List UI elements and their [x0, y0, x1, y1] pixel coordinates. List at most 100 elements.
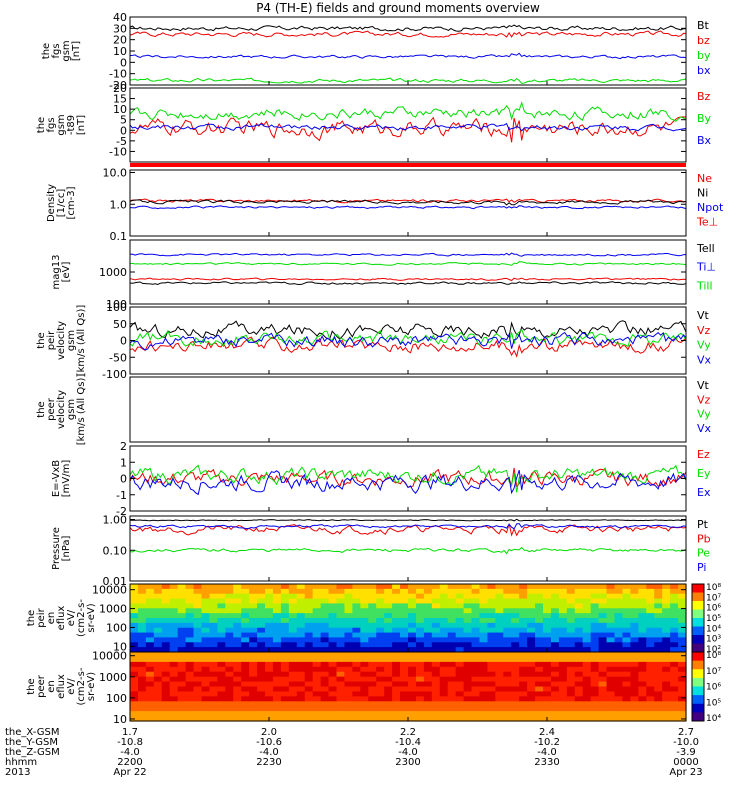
heatmap-cell: [344, 716, 353, 722]
heatmap-cell: [145, 711, 155, 717]
heatmap-cell: [392, 666, 401, 673]
y-tick-label: 1000: [99, 266, 127, 279]
heatmap-cell: [225, 627, 234, 634]
heatmap-cell: [193, 598, 203, 605]
heatmap-cell: [646, 584, 655, 590]
heatmap-cell: [543, 706, 552, 712]
heatmap-cell: [304, 701, 314, 707]
heatmap-cell: [344, 701, 353, 707]
heatmap-cell: [225, 706, 234, 712]
heatmap-cell: [487, 701, 496, 707]
heatmap-cell: [320, 696, 330, 702]
heatmap-cell: [225, 603, 234, 609]
heatmap-cell: [582, 666, 592, 673]
heatmap-cell: [304, 716, 314, 722]
heatmap-cell: [185, 711, 195, 717]
heatmap-cell: [479, 686, 489, 693]
heatmap-cell: [662, 691, 671, 697]
heatmap-cell: [336, 666, 346, 673]
series-by-line: [129, 77, 687, 84]
heatmap-cell: [423, 706, 433, 712]
heatmap-cell: [408, 593, 417, 600]
heatmap-cell: [471, 613, 481, 619]
heatmap-cell: [161, 632, 171, 639]
heatmap-cell: [257, 716, 266, 722]
heatmap-cell: [638, 686, 647, 693]
y-axis-label-line: (cm2-s-: [76, 599, 87, 637]
heatmap-cell: [503, 656, 512, 663]
heatmap-cell: [177, 608, 187, 614]
heatmap-cell: [574, 584, 584, 590]
heatmap-cell: [272, 627, 282, 634]
heatmap-cell: [249, 608, 258, 614]
heatmap-cell: [431, 652, 441, 658]
heatmap-cell: [574, 608, 584, 614]
heatmap-cell: [209, 613, 218, 619]
heatmap-cell: [193, 661, 203, 668]
heatmap-cell: [558, 642, 568, 648]
heatmap-cell: [423, 681, 433, 688]
colorbar-segment: [692, 592, 704, 602]
heatmap-cell: [161, 603, 171, 609]
heatmap-cell: [614, 661, 624, 668]
heatmap-cell: [511, 686, 520, 693]
heatmap-cell: [201, 637, 211, 643]
heatmap-cell: [670, 632, 679, 639]
heatmap-cell: [463, 622, 473, 629]
heatmap-cell: [130, 613, 139, 619]
heatmap-cell: [352, 666, 361, 673]
heatmap-cell: [606, 622, 616, 629]
heatmap-cell: [280, 622, 290, 629]
heatmap-cell: [257, 632, 266, 639]
heatmap-cell: [630, 608, 639, 614]
heatmap-cell: [598, 661, 608, 668]
heatmap-cell: [137, 593, 147, 600]
heatmap-cell: [543, 637, 552, 643]
heatmap-cell: [455, 598, 465, 605]
heatmap-cell: [233, 632, 242, 639]
heatmap-cell: [558, 598, 568, 605]
heatmap-cell: [487, 637, 496, 643]
heatmap-cell: [169, 701, 179, 707]
heatmap-cell: [574, 671, 584, 678]
y-axis-label-line: the: [26, 678, 37, 694]
heatmap-cell: [368, 613, 377, 619]
heatmap-cell: [384, 632, 393, 639]
heatmap-cell: [185, 613, 195, 619]
legend-Tell: Tell: [696, 242, 715, 255]
heatmap-cell: [447, 701, 457, 707]
heatmap-cell: [638, 613, 647, 619]
heatmap-cell: [415, 593, 425, 600]
heatmap-cell: [272, 701, 282, 707]
heatmap-cell: [130, 593, 139, 600]
heatmap-cell: [654, 632, 663, 639]
heatmap-cell: [336, 701, 346, 707]
heatmap-cell: [535, 676, 544, 683]
colorbar-segment: [692, 686, 704, 696]
heatmap-cell: [209, 618, 218, 624]
heatmap-cell: [431, 613, 441, 619]
colorbar-segment: [692, 584, 704, 593]
heatmap-cell: [543, 603, 552, 609]
heatmap-cell: [233, 622, 242, 629]
heatmap-cell: [495, 593, 504, 600]
heatmap-cell: [662, 711, 671, 717]
heatmap-cell: [646, 652, 655, 658]
y-axis-label-line: gsm: [61, 40, 72, 61]
heatmap-cell: [638, 632, 647, 639]
heatmap-cell: [233, 681, 242, 688]
heatmap-cell: [153, 588, 163, 595]
heatmap-cell: [257, 622, 266, 629]
heatmap-cell: [368, 696, 377, 702]
heatmap-cell: [193, 686, 203, 693]
heatmap-cell: [400, 676, 409, 683]
heatmap-cell: [288, 598, 298, 605]
heatmap-cell: [590, 588, 600, 595]
heatmap-cell: [662, 701, 671, 707]
heatmap-cell: [225, 666, 234, 673]
heatmap-cell: [272, 681, 282, 688]
heatmap-cell: [185, 691, 195, 697]
heatmap-cell: [328, 671, 338, 678]
heatmap-cell: [455, 686, 465, 693]
heatmap-cell: [535, 588, 544, 595]
